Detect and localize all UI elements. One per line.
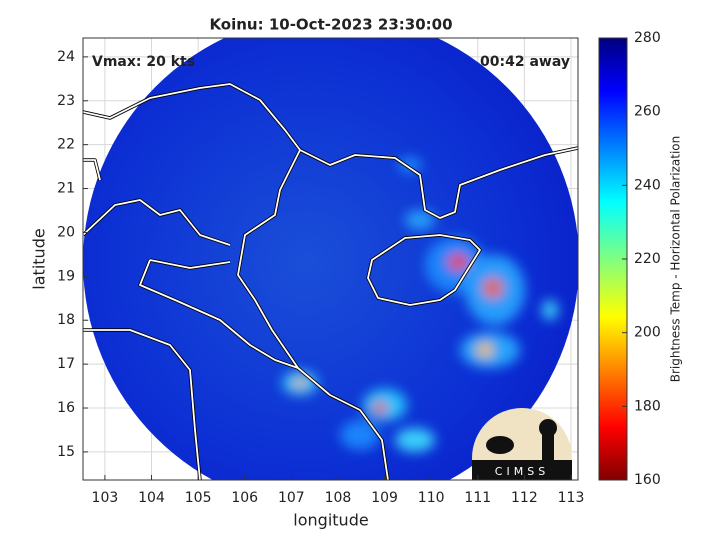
colorbar-tick-label: 200 <box>634 325 661 341</box>
x-tick-label: 107 <box>278 490 305 506</box>
y-axis-label: latitude <box>30 228 49 289</box>
colorbar-label: Brightness Temp - Horizontal Polarizatio… <box>669 136 683 383</box>
y-tick-label: 22 <box>57 137 75 153</box>
y-tick-label: 17 <box>57 356 75 372</box>
y-tick-label: 23 <box>57 93 75 109</box>
x-axis-label: longitude <box>293 511 368 530</box>
x-tick-label: 108 <box>325 490 352 506</box>
x-tick-label: 113 <box>558 490 585 506</box>
logo-text: CIMSS <box>495 465 549 478</box>
axes-frame <box>82 37 579 481</box>
x-tick-label: 106 <box>231 490 258 506</box>
x-tick-label: 112 <box>511 490 538 506</box>
x-tick-label: 105 <box>185 490 212 506</box>
y-tick-label: 21 <box>57 181 75 197</box>
colorbar-tick-label: 220 <box>634 251 661 267</box>
x-tick-label: 109 <box>371 490 398 506</box>
y-tick-label: 18 <box>57 312 75 328</box>
y-tick-label: 24 <box>57 49 75 65</box>
y-tick-label: 16 <box>57 400 75 416</box>
x-tick-label: 110 <box>418 490 445 506</box>
chart-title: Koinu: 10-Oct-2023 23:30:00 <box>209 16 452 34</box>
colorbar-tick-label: 260 <box>634 104 661 120</box>
colorbar-tick-label: 280 <box>634 30 661 46</box>
colorbar-tick-label: 180 <box>634 398 661 414</box>
x-tick-label: 111 <box>464 490 491 506</box>
annotation: Vmax: 20 kts <box>92 54 195 70</box>
x-tick-label: 104 <box>138 490 165 506</box>
y-tick-label: 15 <box>57 444 75 460</box>
imagery: CIMSS <box>83 38 578 480</box>
annotation: 00:42 away <box>480 54 570 70</box>
colorbar-tick-label: 160 <box>634 472 661 488</box>
colorbar-tick-label: 240 <box>634 177 661 193</box>
y-tick-label: 19 <box>57 268 75 284</box>
x-tick-label: 103 <box>92 490 119 506</box>
y-tick-label: 20 <box>57 224 75 240</box>
